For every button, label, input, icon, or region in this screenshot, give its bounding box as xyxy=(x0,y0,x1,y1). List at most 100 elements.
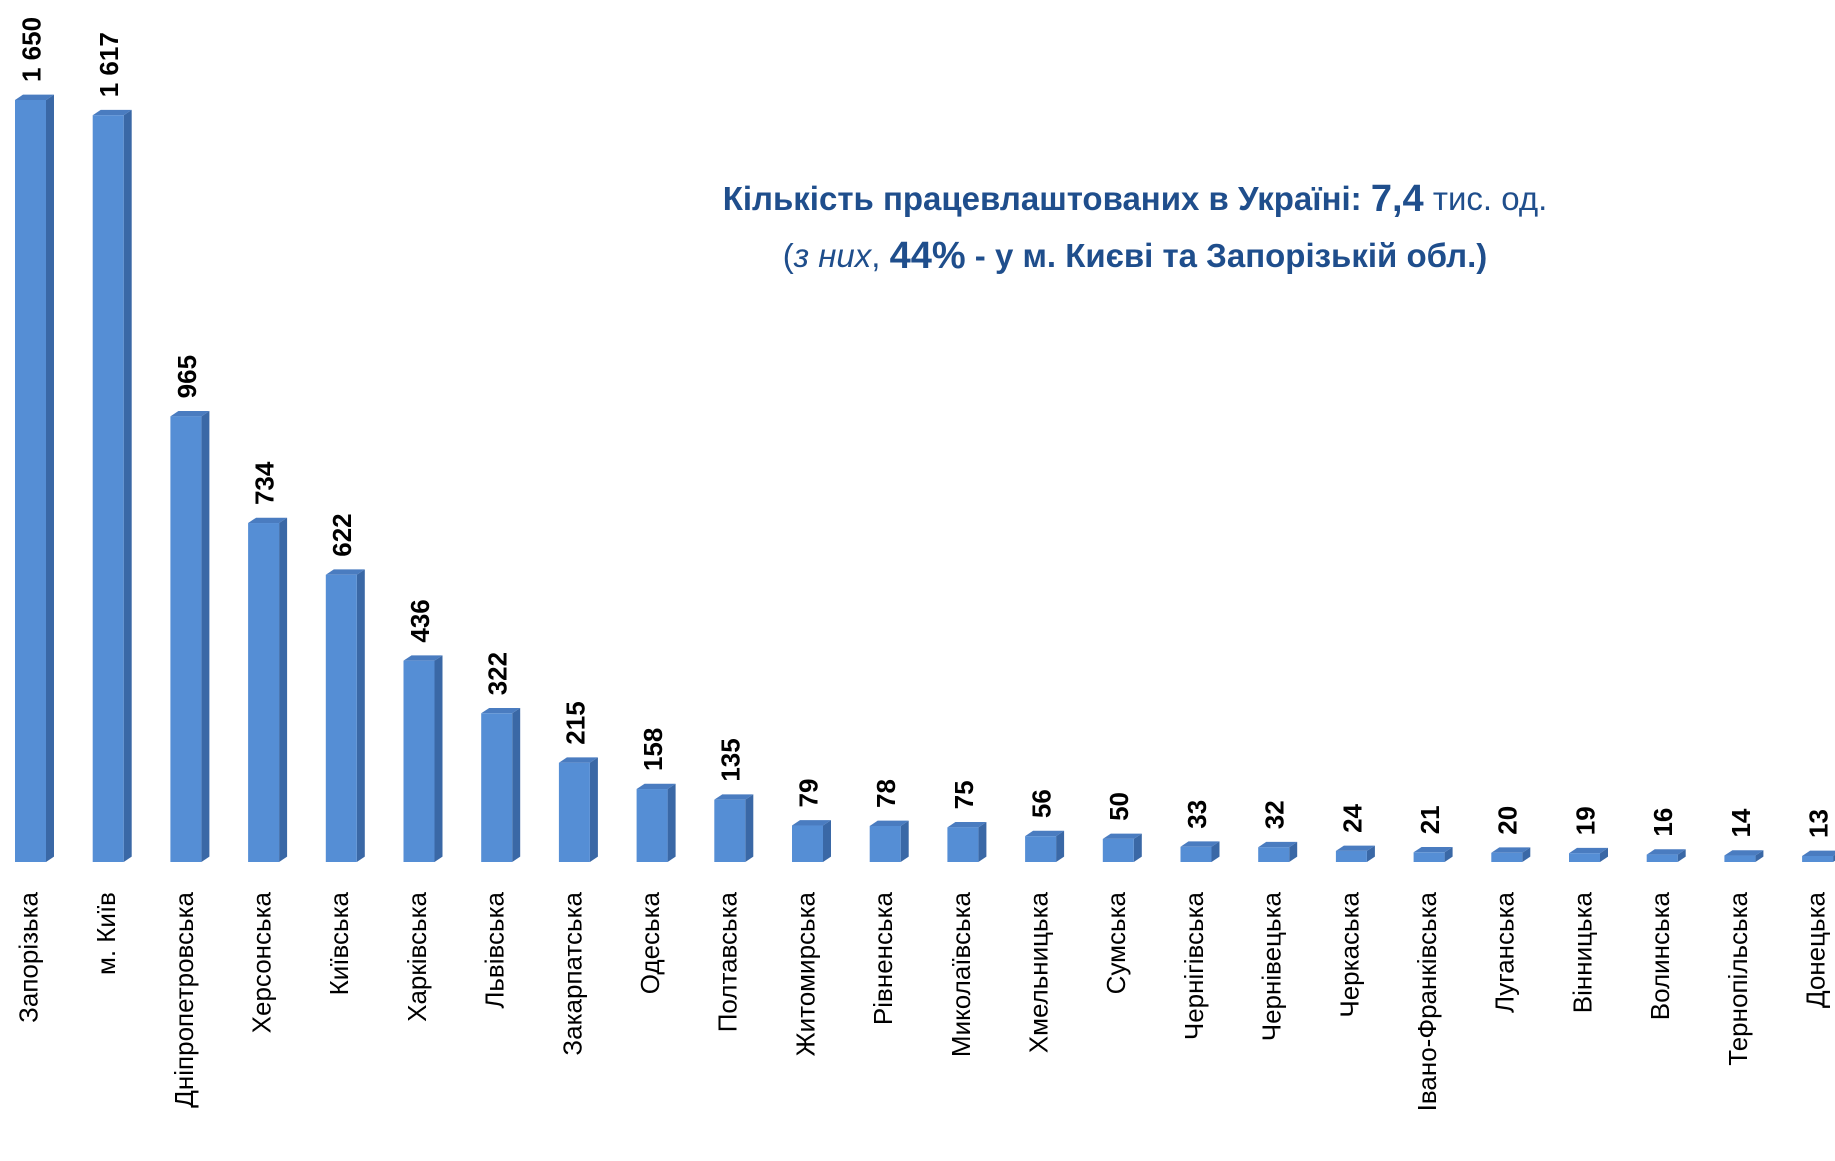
bar-side xyxy=(434,655,443,862)
value-label: 75 xyxy=(949,780,979,809)
x-tick-label: м. Київ xyxy=(91,892,121,975)
x-tick-label: Вінницька xyxy=(1567,891,1597,1013)
x-tick-label: Івано-Франківська xyxy=(1412,891,1442,1111)
bar-top xyxy=(714,794,754,800)
bar-side xyxy=(1366,845,1375,862)
x-tick-label: Сумська xyxy=(1101,891,1131,994)
value-label: 21 xyxy=(1415,805,1445,834)
x-tick-label: Тернопільська xyxy=(1723,891,1753,1065)
bar-top xyxy=(481,707,521,714)
value-label: 135 xyxy=(716,738,746,781)
bar xyxy=(248,523,280,862)
bar xyxy=(1025,836,1057,862)
bar-side xyxy=(1522,847,1531,862)
bar-top xyxy=(869,820,909,826)
bar-top xyxy=(1491,847,1531,853)
x-tick-label: Київська xyxy=(324,891,354,995)
bar-side xyxy=(900,820,909,862)
bar xyxy=(15,100,46,862)
value-label: 622 xyxy=(327,513,357,556)
bar-top xyxy=(636,783,676,790)
x-tick-label: Одеська xyxy=(635,891,665,994)
annotation-part: ( xyxy=(783,237,794,274)
value-label: 56 xyxy=(1026,789,1056,818)
bar xyxy=(1491,852,1523,862)
bar xyxy=(481,713,513,862)
bar-top xyxy=(15,94,54,100)
x-tick-label: Донецька xyxy=(1800,891,1830,1008)
bar xyxy=(170,416,202,862)
x-tick-label: Чернівецька xyxy=(1257,891,1287,1041)
value-label: 33 xyxy=(1182,800,1212,829)
bar-top xyxy=(1335,845,1375,851)
bar-side xyxy=(745,794,754,862)
value-label: 20 xyxy=(1493,806,1523,835)
bar-side xyxy=(512,707,521,862)
bar xyxy=(1569,853,1600,862)
x-tick-label: Запорізька xyxy=(13,891,43,1022)
bar-side xyxy=(279,517,288,862)
x-tick-label: Харківська xyxy=(402,891,432,1021)
annotation-part: тис. од. xyxy=(1424,180,1548,217)
value-label: 14 xyxy=(1726,808,1756,837)
bar-side xyxy=(1289,841,1298,862)
x-tick-label: Луганська xyxy=(1490,891,1520,1013)
bar xyxy=(792,825,823,862)
bar-top xyxy=(1569,847,1608,854)
bar xyxy=(92,115,124,863)
x-tick-label: Миколаївська xyxy=(946,891,976,1057)
bar-side xyxy=(667,783,676,862)
bar xyxy=(1335,850,1367,862)
value-label: 1 617 xyxy=(94,32,124,97)
bar-side xyxy=(201,411,210,862)
x-tick-label: Херсонська xyxy=(246,891,276,1033)
value-label: 965 xyxy=(172,355,202,398)
value-label: 50 xyxy=(1104,792,1134,821)
value-label: 19 xyxy=(1570,806,1600,835)
bar-top xyxy=(1802,850,1835,856)
bar-top xyxy=(92,109,132,116)
value-label: 1 650 xyxy=(16,17,46,82)
bar-top xyxy=(947,822,987,828)
x-tick-label: Хмельницька xyxy=(1023,891,1053,1053)
value-label: 734 xyxy=(249,461,279,505)
bar-side xyxy=(356,569,365,862)
annotation-part: з них xyxy=(793,237,873,274)
bar-top xyxy=(403,655,443,661)
bar xyxy=(1646,854,1678,862)
annotation-part: , xyxy=(871,237,889,274)
bar-side xyxy=(589,757,598,862)
bar xyxy=(947,827,979,862)
bar-side xyxy=(46,94,54,862)
annotation-part: 7,4 xyxy=(1371,178,1424,220)
bar-side xyxy=(1677,849,1686,862)
annotation-part: 44% xyxy=(890,235,966,277)
bar xyxy=(636,789,668,862)
bar-side xyxy=(123,109,132,862)
bar xyxy=(1258,847,1290,862)
bar-side xyxy=(1056,830,1065,862)
value-label: 16 xyxy=(1648,808,1678,837)
annotation-line: Кількість працевлаштованих в Україні: 7,… xyxy=(723,178,1548,220)
bar xyxy=(1180,846,1212,862)
annotation-line: (з них, 44% - у м. Києві та Запорізькій … xyxy=(783,235,1488,277)
bar-top xyxy=(1102,833,1142,839)
bar xyxy=(558,762,590,862)
value-label: 24 xyxy=(1337,803,1367,832)
value-label: 436 xyxy=(405,599,435,642)
bar-top xyxy=(1724,850,1764,856)
bar-side xyxy=(978,822,987,862)
bar-top xyxy=(1258,841,1298,848)
value-label: 158 xyxy=(638,728,668,771)
x-tick-label: Рівненська xyxy=(868,891,898,1025)
bar-side xyxy=(1600,847,1608,862)
bar-top xyxy=(170,411,210,417)
value-label: 215 xyxy=(560,701,590,744)
bar-top xyxy=(1180,841,1220,847)
value-label: 13 xyxy=(1803,809,1833,838)
bar-top xyxy=(1413,846,1453,853)
bar-top xyxy=(325,569,365,575)
x-tick-label: Львівська xyxy=(480,891,510,1008)
bar xyxy=(403,660,435,862)
x-tick-label: Черкаська xyxy=(1334,891,1364,1017)
